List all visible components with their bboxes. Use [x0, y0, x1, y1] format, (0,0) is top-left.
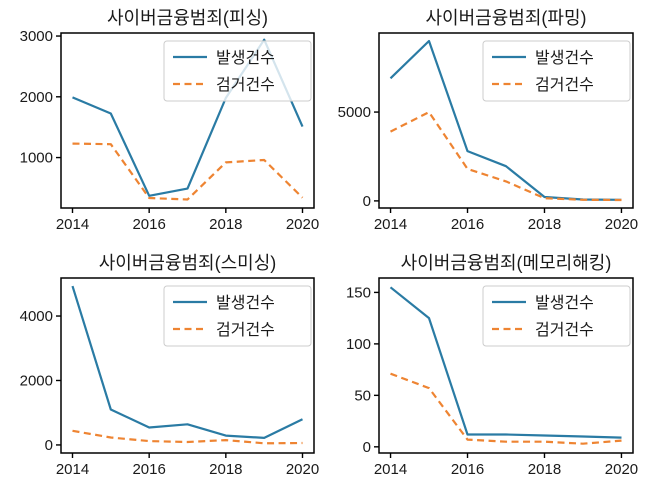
y-tick-label: 50	[354, 387, 371, 404]
chart-memory-hacking: 2014 2016 2018 2020 0 50 100 150 사이버금융범죄(메모리해킹) 발…	[326, 245, 652, 491]
x-tick-label: 2016	[451, 216, 484, 233]
x-tick-label: 2018	[528, 216, 561, 233]
legend-occurrence-label: 발생건수	[535, 49, 594, 67]
y-tick-label: 5000	[338, 104, 371, 121]
axes-frame	[378, 277, 634, 454]
axes-frame	[60, 277, 315, 454]
x-tick-label: 2016	[451, 461, 484, 478]
x-tick-label: 2018	[209, 461, 242, 478]
legend-arrest-label: 검거건수	[216, 76, 275, 94]
arrest-line	[390, 372, 622, 445]
y-tick-label: 2000	[20, 372, 53, 389]
x-tick-label: 2016	[132, 216, 165, 233]
occurrence-line	[72, 38, 304, 197]
x-tick-label: 2014	[374, 216, 407, 233]
y-tick-label: 150	[346, 284, 371, 301]
axes-frame	[378, 32, 634, 209]
arrest-line	[72, 142, 304, 201]
y-tick-label: 4000	[20, 308, 53, 325]
arrest-line	[390, 110, 622, 202]
legend-arrest-label: 검거건수	[216, 321, 275, 339]
x-tick-label: 2020	[605, 216, 638, 233]
legend-occurrence-label: 발생건수	[216, 49, 275, 67]
y-tick-label: 100	[346, 336, 371, 353]
y-tick-label: 0	[363, 193, 371, 210]
chart-phishing: 2014 2016 2018 2020 1000 2000 3000 사이버금융범죄(피싱) 발…	[0, 0, 326, 245]
legend-arrest-label: 검거건수	[535, 76, 594, 94]
y-tick-label: 1000	[20, 150, 53, 167]
x-tick-label: 2018	[209, 216, 242, 233]
axes-frame	[60, 32, 315, 209]
x-tick-label: 2016	[132, 461, 165, 478]
y-tick-label: 2000	[20, 89, 53, 106]
chart-title: 사이버금융범죄(파밍)	[425, 8, 586, 28]
legend-occurrence-label: 발생건수	[216, 294, 275, 312]
occurrence-line	[389, 286, 622, 439]
chart-title: 사이버금융범죄(스미싱)	[99, 253, 277, 273]
legend-occurrence-label: 발생건수	[535, 294, 594, 312]
x-tick-label: 2020	[286, 216, 319, 233]
y-tick-label: 0	[363, 439, 371, 456]
x-tick-label: 2020	[605, 461, 638, 478]
occurrence-line	[71, 285, 303, 439]
chart-title: 사이버금융범죄(메모리해킹)	[401, 253, 612, 273]
x-tick-label: 2020	[286, 461, 319, 478]
chart-title: 사이버금융범죄(피싱)	[107, 8, 268, 28]
x-tick-label: 2018	[528, 461, 561, 478]
arrest-line	[72, 429, 303, 445]
chart-smishing: 2014 2016 2018 2020 0 2000 4000 사이버금융범죄(스미싱) 발생건…	[0, 245, 326, 491]
legend-arrest-label: 검거건수	[535, 321, 594, 339]
x-tick-label: 2014	[374, 461, 407, 478]
y-tick-label: 3000	[20, 28, 53, 45]
x-tick-label: 2014	[56, 216, 89, 233]
y-tick-label: 0	[45, 437, 53, 454]
x-tick-label: 2014	[56, 461, 89, 478]
